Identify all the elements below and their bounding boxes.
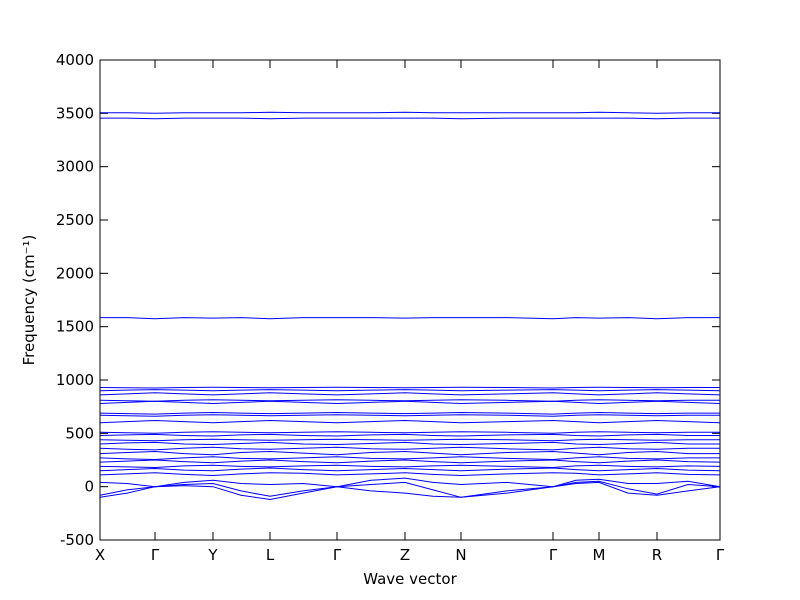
band-line	[99, 389, 721, 392]
band-line	[99, 441, 720, 446]
x-tick-label: Z	[400, 546, 410, 564]
x-tick-label: Γ	[333, 546, 342, 564]
y-tick-label: 500	[65, 424, 94, 442]
band-line	[99, 456, 720, 461]
band-line	[99, 467, 721, 472]
x-tick-label: L	[266, 546, 275, 564]
x-tick-label: N	[455, 546, 466, 564]
x-tick-label: M	[593, 546, 606, 564]
x-tick-label: Γ	[716, 546, 725, 564]
x-tick-label: Y	[207, 546, 218, 564]
band-line	[99, 433, 720, 437]
y-tick-label: 3500	[56, 104, 94, 122]
y-tick-label: -500	[60, 531, 94, 549]
band-line	[99, 450, 720, 456]
y-tick-label: 4000	[56, 51, 94, 69]
x-axis-label: Wave vector	[363, 570, 457, 588]
band-line	[99, 464, 721, 469]
y-tick-label: 1000	[56, 371, 94, 389]
band-line	[99, 446, 720, 451]
x-tick-label: Γ	[549, 546, 558, 564]
band-line	[99, 472, 721, 477]
band-line	[99, 392, 721, 396]
band-line	[100, 317, 720, 320]
band-line	[99, 414, 720, 417]
x-tick-label: X	[95, 546, 105, 564]
band-line	[99, 419, 721, 424]
band-line	[99, 431, 720, 434]
band-line	[100, 111, 720, 114]
x-tick-label: Γ	[151, 546, 160, 564]
band-line	[99, 481, 721, 501]
band-line	[99, 477, 721, 488]
y-tick-label: 2000	[56, 264, 94, 282]
y-tick-label: 1500	[56, 318, 94, 336]
y-tick-label: 0	[84, 478, 94, 496]
band-line	[99, 459, 721, 464]
x-tick-label: R	[652, 546, 662, 564]
band-line	[99, 480, 721, 498]
y-tick-label: 2500	[56, 211, 94, 229]
band-line	[100, 117, 720, 120]
band-line	[99, 399, 720, 402]
y-axis-label: Frequency (cm⁻¹)	[20, 235, 38, 366]
band-line	[99, 386, 720, 389]
plot-frame	[99, 59, 721, 541]
band-line	[99, 411, 720, 415]
band-line	[99, 438, 720, 442]
y-tick-label: 3000	[56, 158, 94, 176]
